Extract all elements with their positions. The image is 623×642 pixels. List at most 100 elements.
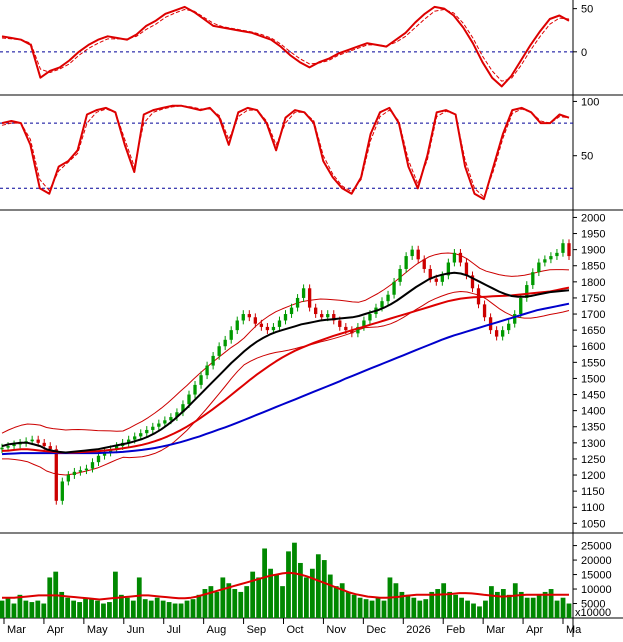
ma-blue-line <box>1 302 570 456</box>
volume-bar <box>95 600 100 618</box>
volume-bar <box>101 603 106 618</box>
price-candle-body <box>151 426 155 430</box>
price-ytick-label: 1400 <box>581 406 605 418</box>
price-candle-body <box>422 259 426 269</box>
volume-bar <box>435 589 441 618</box>
x-tick-label-4: Jul <box>167 624 181 636</box>
volume-bar <box>309 568 315 618</box>
volume-bar <box>232 589 238 618</box>
ma-black-line <box>1 271 570 454</box>
price-candle-body <box>531 272 535 286</box>
volume-bar <box>483 600 488 618</box>
stochastic-ytick-label: 100 <box>581 96 599 108</box>
volume-bar <box>59 591 65 618</box>
price-candle-body <box>181 404 185 413</box>
price-candle-body <box>78 470 83 472</box>
price-candle-body <box>187 394 191 405</box>
volume-bar <box>494 591 500 618</box>
price-candle-body <box>567 243 571 257</box>
x-tick-label-6: Sep <box>247 624 267 636</box>
price-candle-body <box>320 314 324 318</box>
price-candle-body <box>500 330 505 337</box>
volume-bar <box>554 600 560 618</box>
price-candle-body <box>362 320 366 327</box>
x-tick-label-0: Mar <box>7 624 26 636</box>
volume-bar <box>417 600 423 618</box>
price-candle-body <box>368 314 372 321</box>
volume-bar <box>405 594 411 618</box>
price-candle-body <box>102 452 107 456</box>
price-candle-body <box>513 314 517 324</box>
price-ytick-label: 1350 <box>581 422 605 434</box>
x-tick-label-7: Oct <box>287 624 304 636</box>
price-candle-body <box>223 339 227 347</box>
stochastic-signal-line <box>1 105 570 198</box>
price-ytick-label: 1500 <box>581 373 605 385</box>
volume-bar <box>465 600 470 618</box>
price-candle-body <box>561 243 565 253</box>
stochastic-main-line <box>1 104 570 201</box>
price-ytick-label: 1650 <box>581 325 605 337</box>
price-candle-body <box>458 252 463 263</box>
price-candle-body <box>386 294 390 302</box>
price-candle-body <box>332 314 336 321</box>
volume-bar <box>11 603 17 618</box>
volume-bar <box>23 600 29 618</box>
price-ytick-label: 1050 <box>581 518 605 530</box>
price-candle-body <box>259 323 264 327</box>
price-candle-body <box>163 420 167 424</box>
price-candle-body <box>446 262 451 276</box>
price-candle-body <box>404 256 408 269</box>
volume-bar <box>65 597 71 618</box>
price-candle-body <box>114 446 119 450</box>
price-candle-body <box>42 442 46 447</box>
price-candle-body <box>253 317 257 324</box>
price-candle-body <box>434 278 438 282</box>
price-candle-body <box>440 275 444 282</box>
price-candle-body <box>217 346 221 356</box>
price-candle-body <box>283 314 288 321</box>
volume-bar <box>560 597 566 618</box>
price-candle-body <box>338 320 342 327</box>
x-tick-label-1: Apr <box>47 624 64 636</box>
volume-bar <box>83 597 88 618</box>
price-candle-body <box>133 436 137 440</box>
volume-bar <box>172 603 178 618</box>
volume-bar <box>184 600 190 618</box>
volume-bar <box>166 602 172 618</box>
price-candle-body <box>127 439 131 443</box>
price-ytick-label: 1150 <box>581 486 605 498</box>
price-candle-body <box>72 471 77 476</box>
volume-bar <box>518 591 524 618</box>
ma-red-line <box>1 286 570 454</box>
price-candle-body <box>211 355 215 366</box>
price-ytick-label: 1900 <box>581 245 605 257</box>
price-candle-body <box>205 365 209 376</box>
volume-bar <box>220 577 226 618</box>
price-candle-body <box>525 285 529 298</box>
volume-bar <box>136 577 142 618</box>
price-ytick-label: 1850 <box>581 261 605 273</box>
price-ytick-label: 1100 <box>581 502 605 514</box>
volume-ma-line <box>2 571 569 601</box>
price-candle-body <box>482 304 487 318</box>
volume-bar <box>369 600 375 618</box>
volume-ytick-label: 20000 <box>581 555 612 567</box>
price-candle-body <box>30 439 34 442</box>
price-candle-body <box>398 268 402 282</box>
volume-bar <box>29 602 35 618</box>
volume-unit-label: x10000 <box>575 607 611 619</box>
volume-bar <box>441 583 447 618</box>
price-candle-body <box>344 326 348 331</box>
volume-bar <box>0 600 5 618</box>
volume-bar <box>238 591 244 618</box>
price-ytick-label: 1700 <box>581 309 605 321</box>
volume-bar <box>459 597 464 618</box>
volume-bar <box>196 594 202 618</box>
price-candle-body <box>6 446 10 448</box>
price-candle-body <box>60 481 64 501</box>
volume-bar <box>71 600 77 618</box>
volume-bar <box>214 591 220 618</box>
